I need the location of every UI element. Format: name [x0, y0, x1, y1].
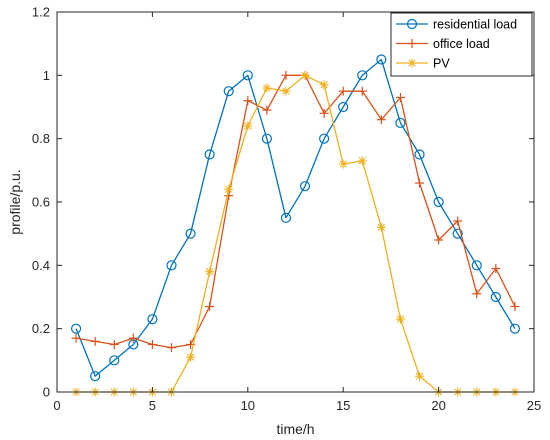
data-point	[376, 222, 386, 232]
data-point	[376, 115, 386, 125]
data-point	[491, 264, 501, 273]
data-point	[243, 121, 253, 131]
data-point	[243, 96, 253, 106]
series-1	[71, 70, 520, 353]
data-point	[319, 133, 330, 144]
data-point	[395, 314, 405, 324]
legend-entry: office load	[396, 37, 490, 51]
data-point	[262, 83, 272, 93]
legend-label: office load	[433, 37, 490, 51]
data-point	[490, 291, 501, 303]
data-point	[338, 86, 348, 96]
data-point	[453, 216, 463, 226]
series-0	[70, 54, 521, 382]
data-point	[186, 352, 196, 362]
data-point	[434, 235, 444, 245]
data-point	[224, 184, 234, 194]
series-line	[75, 58, 516, 377]
data-point	[205, 302, 215, 311]
data-point	[510, 302, 520, 311]
x-tick-label: 5	[149, 398, 156, 413]
data-point	[338, 159, 348, 169]
data-point	[395, 117, 406, 128]
y-tick-label: 1.2	[32, 5, 50, 20]
legend: residential load office load PV	[390, 12, 533, 77]
data-point	[281, 86, 291, 96]
y-axis-label: profile/p.u.	[7, 169, 23, 234]
legend-marker	[406, 18, 418, 30]
data-point	[357, 156, 367, 166]
data-point	[128, 333, 138, 343]
data-point	[242, 70, 253, 81]
data-point	[395, 93, 405, 102]
data-point	[280, 212, 292, 223]
y-tick-label: 0.6	[32, 195, 50, 210]
data-point	[452, 228, 463, 239]
x-tick-label: 0	[53, 398, 60, 413]
data-point	[338, 101, 349, 113]
legend-marker	[407, 58, 417, 68]
x-tick-label: 10	[241, 398, 255, 413]
axis-ticks: 0 5 10 15 20 25 0 0.2 0.4 0.6 0.8 1 1.2	[32, 5, 541, 414]
data-point	[357, 86, 367, 96]
data-point	[261, 133, 272, 144]
data-point	[509, 323, 521, 334]
data-point	[90, 336, 100, 346]
data-point	[204, 149, 215, 160]
data-point	[262, 105, 272, 115]
x-axis-label: time/h	[276, 421, 314, 437]
y-tick-label: 0.2	[32, 321, 50, 336]
y-tick-label: 1	[43, 68, 50, 83]
data-point	[357, 70, 368, 81]
data-point	[70, 323, 82, 334]
data-point	[147, 340, 157, 349]
data-point	[415, 371, 425, 381]
data-point	[319, 108, 329, 118]
data-point	[415, 178, 425, 188]
data-point	[472, 289, 482, 299]
legend-label: residential load	[433, 18, 517, 32]
data-point	[433, 196, 444, 208]
y-tick-label: 0	[43, 385, 50, 400]
data-point	[71, 333, 81, 343]
data-point	[109, 355, 120, 366]
series-layer	[70, 54, 521, 397]
series-line	[75, 74, 516, 349]
data-point	[166, 260, 177, 271]
y-tick-label: 0.4	[32, 258, 50, 273]
data-point	[300, 70, 310, 80]
data-point	[376, 54, 387, 65]
y-tick-label: 0.8	[32, 131, 50, 146]
data-point	[471, 260, 482, 271]
legend-entry: residential load	[396, 18, 517, 32]
data-point	[185, 228, 196, 239]
data-point	[147, 314, 158, 325]
legend-label: PV	[433, 57, 450, 71]
x-tick-label: 25	[527, 398, 541, 413]
data-point	[166, 343, 176, 353]
legend-marker	[407, 39, 417, 48]
data-point	[414, 149, 425, 160]
data-point	[90, 371, 101, 382]
data-point	[205, 267, 215, 277]
data-point	[319, 80, 329, 90]
data-point	[109, 340, 119, 349]
data-point	[223, 86, 234, 97]
legend-entry: PV	[396, 57, 450, 71]
x-tick-label: 15	[336, 398, 350, 413]
x-tick-label: 20	[431, 398, 445, 413]
data-point	[281, 70, 291, 80]
data-point	[299, 181, 311, 192]
